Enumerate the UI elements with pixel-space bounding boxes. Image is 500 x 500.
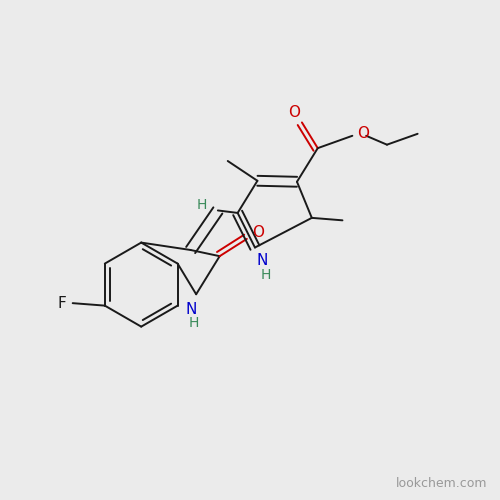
Text: N: N <box>186 302 197 316</box>
Text: O: O <box>357 126 369 141</box>
Text: O: O <box>288 105 300 120</box>
Text: lookchem.com: lookchem.com <box>396 477 488 490</box>
Text: O: O <box>252 226 264 240</box>
Text: N: N <box>256 254 268 268</box>
Text: H: H <box>260 268 271 281</box>
Text: H: H <box>197 198 207 211</box>
Text: F: F <box>58 296 66 310</box>
Text: H: H <box>188 316 199 330</box>
